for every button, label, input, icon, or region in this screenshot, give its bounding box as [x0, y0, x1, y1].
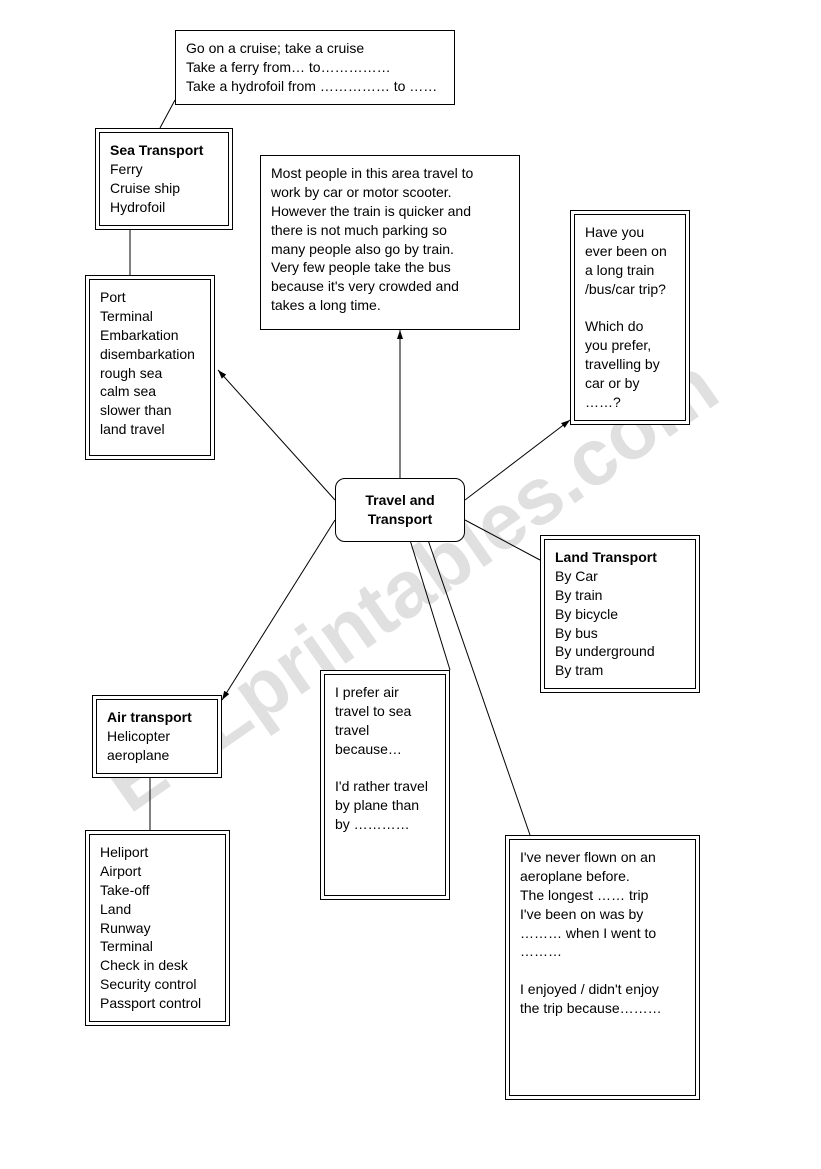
heliport-lines: HeliportAirportTake-offLandRunwayTermina… — [100, 843, 215, 1013]
main-text-box: Most people in this area travel towork b… — [260, 155, 520, 330]
air-transport-lines: Helicopteraeroplane — [107, 727, 207, 765]
cruise-box: Go on a cruise; take a cruiseTake a ferr… — [175, 30, 455, 105]
questions-lines: Have youever been ona long train/bus/car… — [585, 223, 675, 412]
center-box: Travel and Transport — [335, 478, 465, 542]
sea-transport-title: Sea Transport — [110, 141, 218, 160]
port-box: PortTerminalEmbarkationdisembarkationrou… — [85, 275, 215, 460]
main-text-lines: Most people in this area travel towork b… — [271, 164, 509, 315]
flown-lines: I've never flown on anaeroplane before.T… — [520, 848, 685, 1018]
port-lines: PortTerminalEmbarkationdisembarkationrou… — [100, 288, 200, 439]
center-title: Travel and Transport — [352, 491, 448, 529]
sea-transport-lines: FerryCruise shipHydrofoil — [110, 160, 218, 217]
land-transport-box: Land Transport By CarBy trainBy bicycleB… — [540, 535, 700, 693]
flown-box: I've never flown on anaeroplane before.T… — [505, 835, 700, 1100]
prefer-box: I prefer airtravel to seatravelbecause… … — [320, 670, 450, 900]
sea-transport-box: Sea Transport FerryCruise shipHydrofoil — [95, 128, 233, 230]
air-transport-title: Air transport — [107, 708, 207, 727]
air-transport-box: Air transport Helicopteraeroplane — [92, 695, 222, 778]
land-transport-title: Land Transport — [555, 548, 685, 567]
land-transport-lines: By CarBy trainBy bicycleBy busBy undergr… — [555, 567, 685, 680]
prefer-lines: I prefer airtravel to seatravelbecause… … — [335, 683, 435, 834]
questions-box: Have youever been ona long train/bus/car… — [570, 210, 690, 425]
cruise-text: Go on a cruise; take a cruiseTake a ferr… — [186, 39, 444, 96]
heliport-box: HeliportAirportTake-offLandRunwayTermina… — [85, 830, 230, 1026]
